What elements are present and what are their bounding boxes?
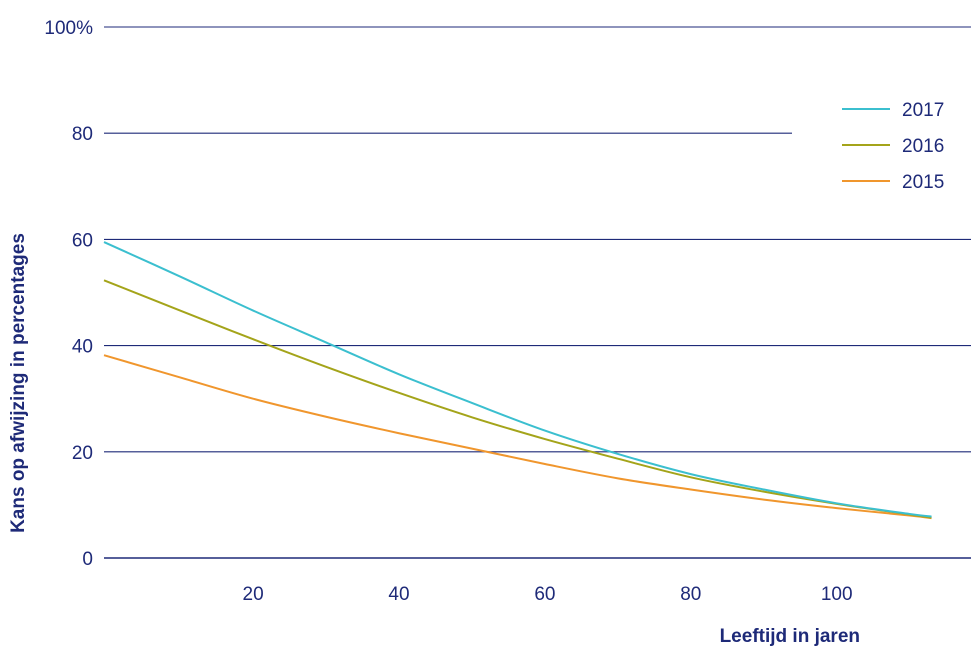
x-tick-labels: 20 40 60 80 100: [243, 584, 853, 605]
y-tick-label: 100%: [44, 18, 93, 39]
legend-label-2015: 2015: [902, 172, 944, 193]
y-tick-label: 20: [72, 443, 93, 464]
x-tick-label: 40: [388, 584, 409, 605]
y-tick-labels: 0 20 40 60 80 100%: [44, 18, 93, 570]
x-axis-title: Leeftijd in jaren: [720, 626, 860, 647]
series-lines: [103, 241, 932, 520]
legend-label-2017: 2017: [902, 100, 944, 121]
y-tick-label: 0: [82, 549, 93, 570]
x-tick-label: 20: [243, 584, 264, 605]
x-tick-label: 100: [821, 584, 853, 605]
y-tick-label: 60: [72, 230, 93, 251]
y-tick-label: 40: [72, 337, 93, 358]
gridlines: [104, 26, 971, 559]
legend-label-2016: 2016: [902, 136, 944, 157]
y-tick-label: 80: [72, 124, 93, 145]
x-tick-label: 60: [534, 584, 555, 605]
x-tick-label: 80: [680, 584, 701, 605]
legend: 2017 2016 2015: [842, 100, 944, 193]
y-axis-title: Kans op afwijzing in percentages: [8, 233, 29, 533]
series-line-2017: [103, 241, 932, 518]
series-line-2016: [103, 279, 932, 519]
series-line-2015: [103, 354, 932, 520]
